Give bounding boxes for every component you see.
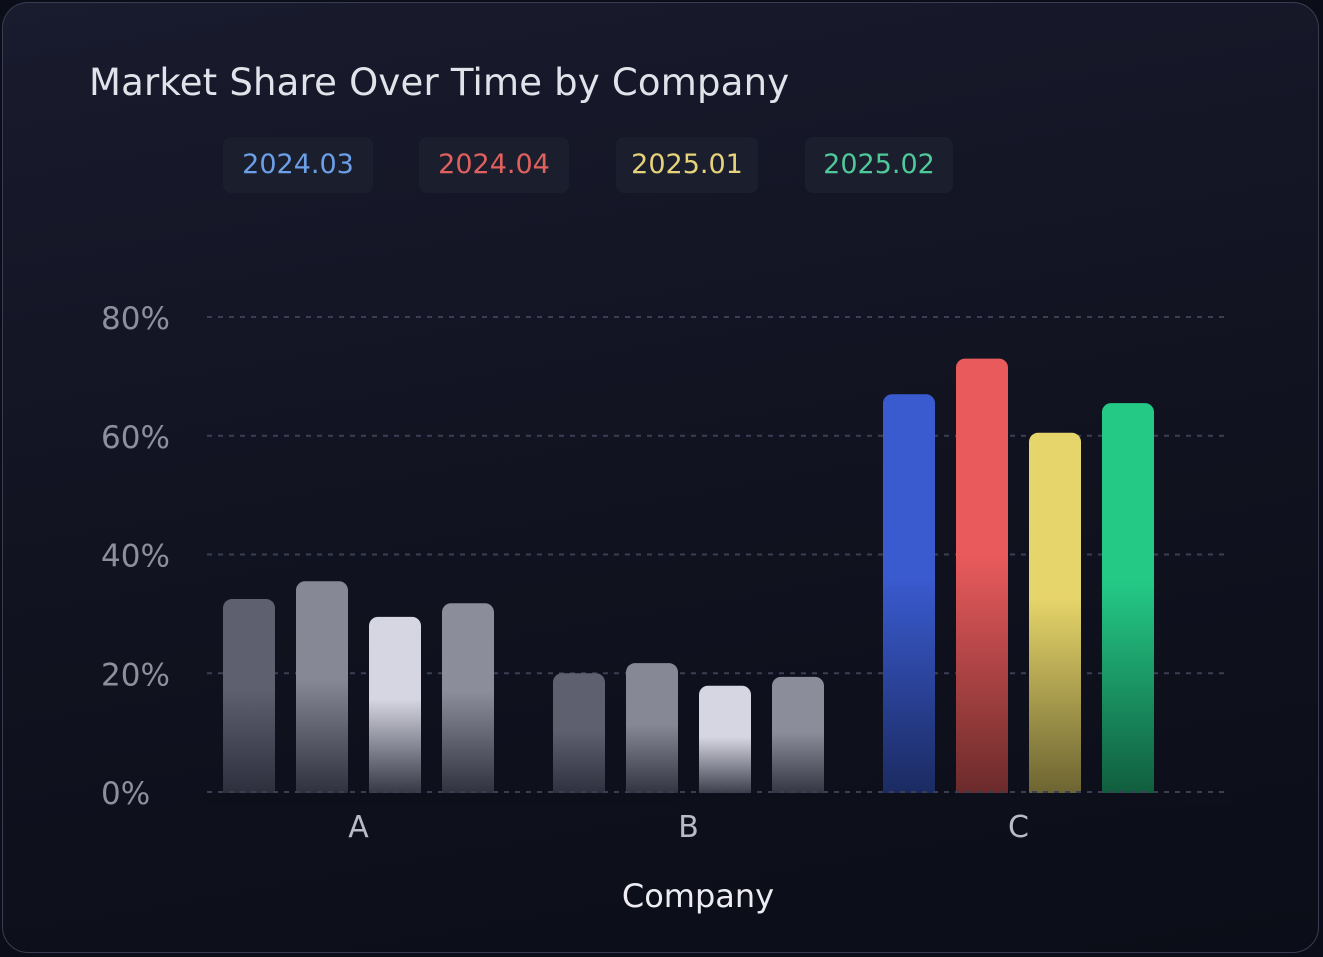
x-tick-label: A — [348, 810, 369, 845]
bar-a-2024-03[interactable] — [223, 599, 275, 800]
bar-c-2025-02[interactable] — [1102, 403, 1154, 800]
bar-b-2025-01[interactable] — [699, 685, 751, 800]
legend-label: 2024.04 — [438, 149, 550, 180]
bar-b-2024-03[interactable] — [553, 673, 605, 800]
legend-item-2024-03[interactable]: 2024.03 — [223, 137, 373, 193]
x-tick-label: C — [1008, 810, 1029, 845]
y-tick-label: 60% — [101, 420, 170, 456]
legend-item-2025-02[interactable]: 2025.02 — [805, 137, 953, 193]
y-tick-label: 20% — [101, 657, 170, 693]
bar-c-2024-03[interactable] — [883, 394, 935, 800]
legend-label: 2024.03 — [242, 149, 354, 180]
legend-label: 2025.01 — [631, 149, 743, 180]
bar-b-2025-02[interactable] — [772, 676, 824, 800]
bars — [203, 358, 1233, 805]
x-axis-label: Company — [621, 877, 775, 915]
y-axis-ticks: 0% 20% 40% 60% 80% — [101, 301, 170, 812]
y-tick-label: 40% — [101, 539, 170, 575]
x-tick-label: B — [678, 810, 699, 845]
chart-title: Market Share Over Time by Company — [89, 61, 790, 104]
bar-c-2024-04[interactable] — [956, 358, 1008, 800]
x-axis-ticks: A B C — [348, 810, 1029, 845]
baseline-mask — [203, 793, 1233, 805]
bar-c-2025-01[interactable] — [1029, 432, 1081, 800]
y-tick-label: 80% — [101, 301, 170, 337]
legend-item-2025-01[interactable]: 2025.01 — [616, 137, 758, 193]
y-tick-label: 0% — [101, 776, 150, 812]
bar-a-2024-04[interactable] — [296, 581, 348, 800]
legend-item-2024-04[interactable]: 2024.04 — [419, 137, 569, 193]
bar-a-2025-01[interactable] — [369, 616, 421, 800]
plot-area: 0% 20% 40% 60% 80% A B C — [101, 301, 1233, 845]
bar-b-2024-04[interactable] — [626, 663, 678, 800]
bar-a-2025-02[interactable] — [442, 603, 494, 800]
legend-label: 2025.02 — [823, 149, 935, 180]
